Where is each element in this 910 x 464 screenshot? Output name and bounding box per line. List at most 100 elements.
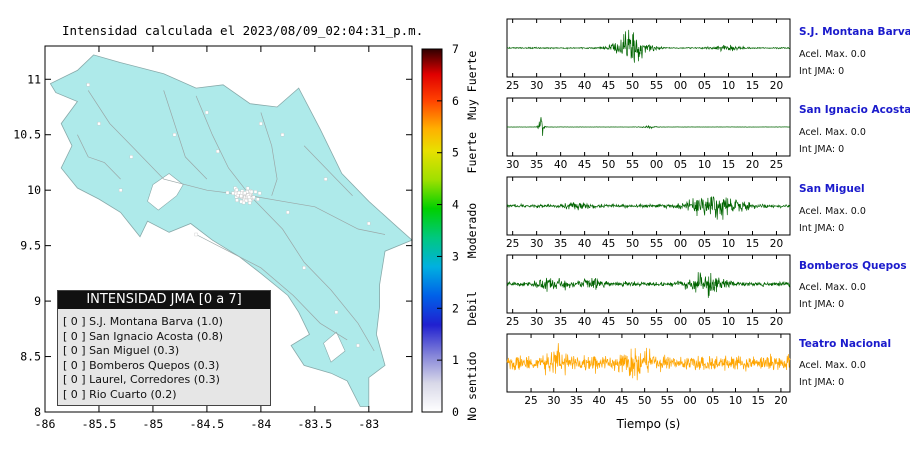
station-marker [253, 190, 258, 194]
seismogram-tick-label: 45 [602, 316, 615, 328]
seismogram-tick-label: 30 [530, 238, 543, 250]
colorbar-tick-label: 1 [452, 353, 459, 367]
seismogram-tick-label: 15 [722, 159, 735, 171]
colorbar-bar [421, 48, 443, 413]
seismogram-tick-label: 00 [650, 159, 663, 171]
seismogram-tick-label: 40 [578, 238, 591, 250]
colorbar-label: Fuerte [465, 132, 479, 174]
seismogram-tick-label: 00 [674, 238, 687, 250]
station-marker [97, 121, 101, 126]
station-marker [205, 110, 209, 115]
station-marker [239, 199, 243, 204]
station-marker [356, 343, 360, 348]
legend-title: INTENSIDAD JMA [0 a 7] [58, 291, 270, 309]
station-marker [231, 191, 235, 195]
seismogram-tick-label: 40 [578, 80, 591, 92]
station-marker [172, 133, 177, 137]
gulf-water [147, 173, 184, 211]
seismogram-tick-label: 15 [746, 316, 759, 328]
seismogram-tick-label: 20 [770, 80, 783, 92]
seismogram-panels: 25 30 35 40 45 50 55 00 05 10 15 20 30 35 40 45 50 55 00 05… [506, 18, 791, 431]
map-layer [49, 54, 413, 407]
seismogram-tick-label: 45 [602, 238, 615, 250]
seismogram-tick-label: 45 [578, 159, 591, 171]
seismogram-tick-label: 30 [530, 80, 543, 92]
station-name: S.J. Montana Barva [799, 26, 910, 38]
station-marker [256, 197, 260, 201]
station-accel: Acel. Max. 0.0 [799, 360, 866, 371]
station-marker [239, 194, 243, 198]
golfo-dulce-water [323, 331, 346, 363]
station-marker [237, 191, 241, 195]
seismogram-trace [506, 343, 791, 381]
seismogram-tick-label: 30 [530, 316, 543, 328]
station-marker [246, 186, 250, 191]
seismogram-tick-label: 35 [554, 80, 567, 92]
station-marker [243, 191, 247, 195]
station-marker [234, 188, 239, 192]
seismogram-tick-label: 20 [770, 316, 783, 328]
colorbar-label: No sentido [465, 351, 479, 420]
map-title: Intensidad calculada el 2023/08/09_02:04… [62, 23, 424, 38]
station-accel: Acel. Max. 0.0 [799, 49, 866, 60]
seismogram-tick-label: 10 [698, 159, 711, 171]
seismogram-tick-label: 05 [698, 316, 711, 328]
station-marker [367, 221, 371, 226]
seismogram-tick-label: 25 [506, 316, 519, 328]
seismogram-tick-label: 10 [722, 316, 735, 328]
seismogram-tick-label: 00 [683, 395, 696, 407]
seismogram-panel: 25 30 35 40 45 50 55 00 05 10 15 20 [506, 333, 791, 407]
x-tick-label: -83.5 [298, 417, 333, 431]
map-axes: -86 -85.5 -85 -84.5 -84 -83.5 -83 11 10.5 10 9.5 9 8… [13, 46, 412, 431]
seismogram-tick-label: 35 [530, 159, 543, 171]
station-accel: Acel. Max. 0.0 [799, 206, 866, 217]
station-marker [248, 198, 252, 202]
seismogram-tick-label: 15 [752, 395, 765, 407]
seismogram-tick-label: 55 [626, 159, 639, 171]
seismogram-tick-label: 35 [570, 395, 583, 407]
seismogram-panel: 25 30 35 40 45 50 55 00 05 10 15 20 [506, 254, 791, 328]
station-marker [248, 201, 252, 205]
station-marker [251, 195, 256, 199]
seismogram-tick-label: 40 [578, 316, 591, 328]
seismogram-tick-label: 00 [674, 316, 687, 328]
seismogram-tick-label: 15 [746, 238, 759, 250]
station-name: Teatro Nacional [799, 338, 892, 350]
y-tick-label: 8 [34, 405, 41, 419]
seismogram-tick-label: 05 [698, 80, 711, 92]
intensity-legend: INTENSIDAD JMA [0 a 7] [ 0 ] S.J. Montan… [57, 290, 271, 406]
colorbar: 0 1 2 3 4 5 6 7 No sentido Debil Moderado Fuerte Muy… [421, 42, 479, 421]
station-marker [323, 177, 328, 181]
station-marker [225, 190, 230, 195]
y-tick-label: 9 [34, 294, 41, 308]
legend-item: [ 0 ] San Ignacio Acosta (0.8) [63, 329, 223, 343]
seismogram-trace [506, 196, 791, 220]
seismogram-tick-label: 20 [746, 159, 759, 171]
seismogram-tick-label: 05 [674, 159, 687, 171]
x-tick-label: -83 [358, 417, 379, 431]
seismogram-tick-label: 50 [602, 159, 615, 171]
seismogram-tick-label: 25 [770, 159, 783, 171]
y-tick-label: 10.5 [13, 128, 41, 142]
road-line [260, 112, 278, 196]
legend-item: [ 0 ] Bomberos Quepos (0.3) [63, 358, 220, 372]
colorbar-tick-label: 4 [452, 198, 459, 212]
seismogram-tick-label: 50 [638, 395, 651, 407]
station-marker [86, 83, 90, 87]
road-line [195, 95, 251, 196]
seismogram-tick-label: 10 [722, 80, 735, 92]
station-marker [244, 198, 248, 203]
station-marker [216, 149, 220, 154]
station-marker [118, 188, 123, 192]
seismogram-tick-label: 25 [506, 80, 519, 92]
station-marker [286, 210, 290, 215]
seismogram-panel: 25 30 35 40 45 50 55 00 05 10 15 20 [506, 176, 791, 250]
seismogram-tick-label: 35 [554, 238, 567, 250]
station-name: San Ignacio Acosta [799, 104, 910, 116]
seismogram-trace [506, 29, 791, 63]
colorbar-tick-label: 3 [452, 249, 459, 263]
road-line [249, 195, 375, 352]
seismogram-tick-label: 30 [547, 395, 560, 407]
x-tick-label: -84 [250, 417, 271, 431]
seismogram-tick-label: 35 [554, 316, 567, 328]
